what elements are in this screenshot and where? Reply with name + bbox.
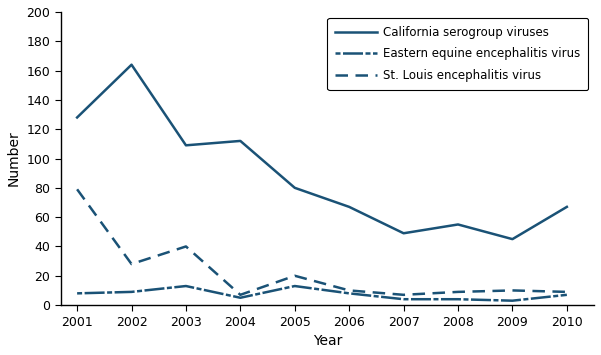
California serogroup viruses [291,186,298,190]
St. Louis encephalitis virus [73,187,81,191]
California serogroup viruses [73,115,81,120]
Eastern equine encephalitis virus [237,296,244,300]
Eastern equine encephalitis virus [400,297,407,301]
California serogroup viruses [509,237,516,241]
Line: St. Louis encephalitis virus: St. Louis encephalitis virus [77,189,567,295]
Line: California serogroup viruses: California serogroup viruses [77,65,567,239]
Eastern equine encephalitis virus [73,291,81,295]
California serogroup viruses [400,231,407,235]
Eastern equine encephalitis virus [454,297,462,301]
Y-axis label: Number: Number [7,131,21,186]
California serogroup viruses [128,62,135,67]
Eastern equine encephalitis virus [346,291,353,295]
St. Louis encephalitis virus [563,290,570,294]
California serogroup viruses [182,143,189,147]
Eastern equine encephalitis virus [182,284,189,288]
California serogroup viruses [563,205,570,209]
St. Louis encephalitis virus [400,293,407,297]
St. Louis encephalitis virus [128,262,135,266]
California serogroup viruses [454,222,462,226]
Eastern equine encephalitis virus [128,290,135,294]
X-axis label: Year: Year [313,334,342,348]
Legend: California serogroup viruses, Eastern equine encephalitis virus, St. Louis encep: California serogroup viruses, Eastern eq… [327,18,588,90]
St. Louis encephalitis virus [346,288,353,293]
St. Louis encephalitis virus [182,244,189,248]
Eastern equine encephalitis virus [291,284,298,288]
California serogroup viruses [346,205,353,209]
St. Louis encephalitis virus [237,293,244,297]
St. Louis encephalitis virus [291,274,298,278]
Line: Eastern equine encephalitis virus: Eastern equine encephalitis virus [77,286,567,301]
St. Louis encephalitis virus [509,288,516,293]
California serogroup viruses [237,139,244,143]
Eastern equine encephalitis virus [563,293,570,297]
St. Louis encephalitis virus [454,290,462,294]
Eastern equine encephalitis virus [509,299,516,303]
